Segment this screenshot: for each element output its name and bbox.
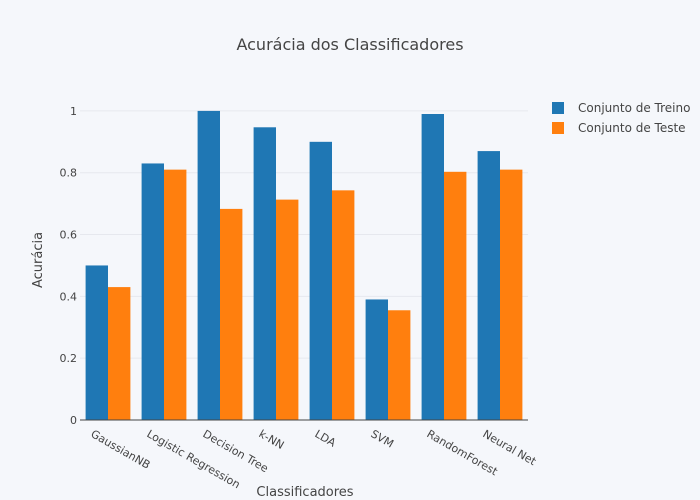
bars	[85, 110, 523, 421]
bar-treino	[309, 141, 332, 420]
bar-teste	[220, 208, 243, 420]
legend-swatch	[552, 102, 564, 114]
bar-treino	[365, 299, 388, 420]
y-tick-label: 0.4	[60, 290, 78, 303]
bar-teste	[444, 171, 467, 420]
y-tick-label: 1	[70, 105, 77, 118]
x-tick-label: GaussianNB	[89, 427, 153, 471]
chart-title: Acurácia dos Classificadores	[236, 35, 463, 54]
y-tick-label: 0.2	[60, 352, 78, 365]
bar-teste	[164, 169, 187, 420]
bar-treino	[421, 114, 444, 420]
bar-teste	[108, 287, 131, 420]
bar-treino	[197, 110, 220, 420]
bar-treino	[141, 163, 164, 421]
y-tick-label: 0	[70, 414, 77, 427]
x-tick-label: LDA	[313, 427, 339, 449]
bar-teste	[500, 169, 523, 420]
y-tick-label: 0.8	[60, 167, 78, 180]
x-tick-label: k-NN	[257, 427, 287, 452]
x-tick-label: Logistic Regression	[145, 427, 243, 491]
legend-label: Conjunto de Treino	[578, 101, 690, 115]
legend-swatch	[552, 122, 564, 134]
bar-treino	[477, 151, 500, 420]
bar-treino	[253, 127, 276, 421]
bar-treino	[85, 265, 108, 420]
y-tick-label: 0.6	[60, 229, 78, 242]
x-axis-title: Classificadores	[256, 485, 353, 500]
y-axis-ticks: 0 0.2 0.4 0.6 0.8 1	[60, 105, 78, 427]
legend: Conjunto de Treino Conjunto de Teste	[552, 101, 690, 135]
legend-label: Conjunto de Teste	[578, 121, 686, 135]
bar-teste	[388, 310, 411, 420]
x-tick-label: SVM	[369, 427, 396, 450]
y-axis-title: Acurácia	[31, 232, 46, 288]
bar-teste	[276, 199, 299, 420]
bar-teste	[332, 190, 355, 420]
